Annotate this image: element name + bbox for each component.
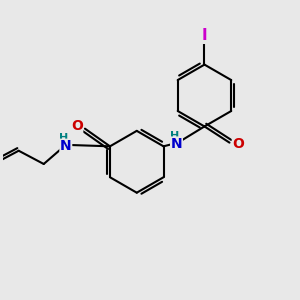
Text: N: N [171,137,182,151]
Text: H: H [170,131,179,141]
Text: I: I [202,28,207,43]
Text: H: H [59,134,68,143]
Text: N: N [60,139,72,153]
Text: O: O [232,137,244,151]
Text: O: O [71,119,82,133]
